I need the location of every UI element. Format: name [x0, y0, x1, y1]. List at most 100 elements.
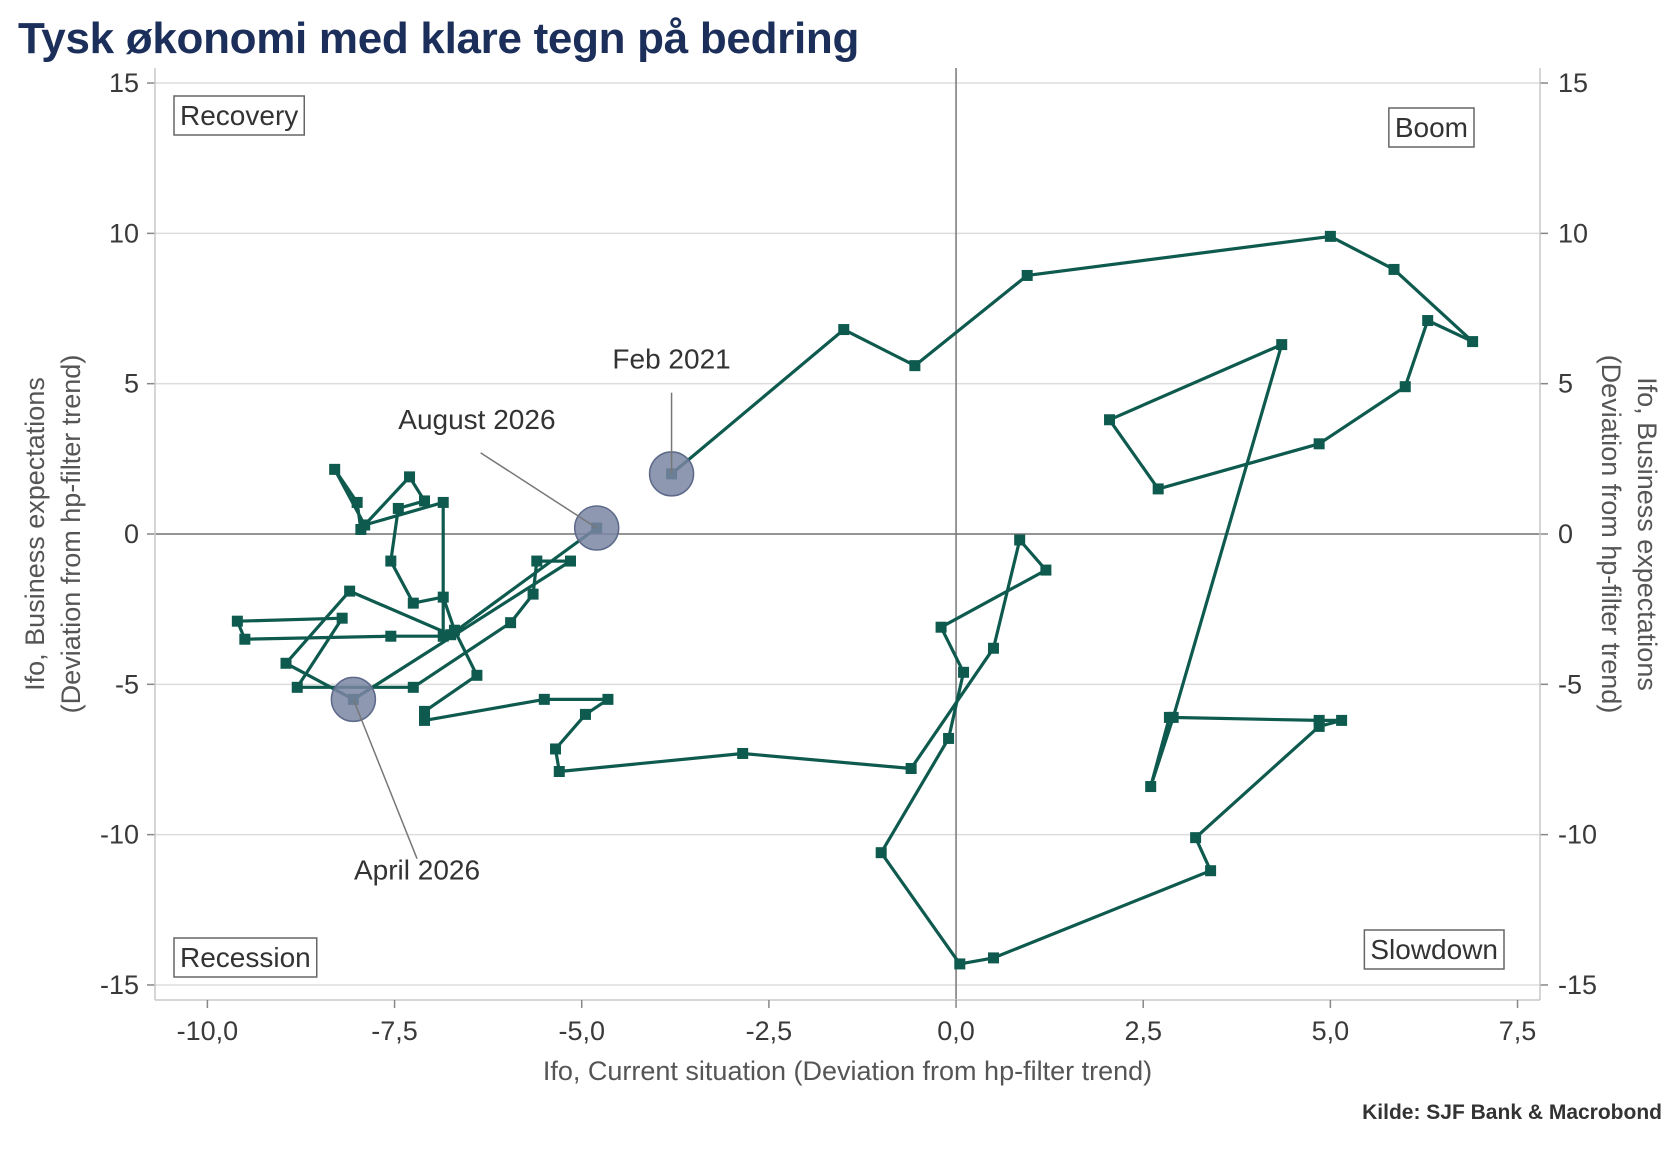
annotation-label: August 2026 — [398, 404, 555, 435]
y-tick-label-left: -10 — [100, 820, 139, 850]
data-point — [550, 743, 562, 755]
data-point — [1163, 711, 1175, 723]
data-point — [602, 693, 614, 705]
y-axis-title-left-line1: Ifo, Business expectations — [20, 377, 50, 691]
data-point — [527, 588, 539, 600]
data-point — [1467, 336, 1479, 348]
x-tick-label: -10,0 — [177, 1016, 239, 1046]
y-tick-label-right: 5 — [1558, 369, 1573, 399]
y-tick-label-left: 5 — [124, 369, 139, 399]
y-tick-label-left: 10 — [109, 218, 139, 248]
annotation-leader — [480, 452, 598, 529]
data-point — [1399, 381, 1411, 393]
data-point — [935, 621, 947, 633]
reference-lines — [155, 68, 1540, 1000]
x-tick-label: -5,0 — [558, 1016, 605, 1046]
data-point — [280, 657, 292, 669]
y-tick-label-left: -15 — [100, 970, 139, 1000]
data-point — [445, 629, 457, 641]
y-tick-label-left: 0 — [124, 519, 139, 549]
data-point — [565, 555, 576, 567]
y-tick-label-right: 10 — [1558, 218, 1588, 248]
data-point — [437, 630, 449, 642]
quadrant-label-boom-box — [1388, 107, 1475, 148]
y-tick-label-right: 0 — [1558, 519, 1573, 549]
data-point — [437, 591, 449, 603]
data-point — [531, 555, 543, 567]
data-point — [1336, 714, 1348, 726]
axes: -15 -15 -10 -10 -5 -5 0 0 5 5 10 10 15 15 -10,0 -7,5 -5,… — [20, 68, 1662, 1086]
data-point — [987, 952, 999, 964]
quadrant-label-recovery-box — [173, 95, 306, 136]
annotation-label: Feb 2021 — [612, 344, 730, 375]
data-point — [336, 612, 348, 624]
data-point — [1313, 720, 1325, 732]
data-point — [404, 471, 416, 483]
quadrant-label-recession-text: Recession — [180, 942, 311, 973]
y-tick-label-right: -15 — [1558, 970, 1597, 1000]
data-point — [471, 669, 483, 681]
data-point — [385, 555, 397, 567]
data-point — [419, 705, 431, 717]
data-point — [538, 693, 550, 705]
quadrant-label-slowdown: Slowdown — [1363, 929, 1505, 970]
y-tick-label-left: -5 — [115, 669, 139, 699]
data-point — [385, 630, 397, 642]
y-axis-title-left-line2: (Deviation from hp-filter trend) — [56, 355, 86, 714]
quadrant-label-boom: Boom — [1388, 107, 1475, 148]
y-tick-label-right: 15 — [1558, 68, 1588, 98]
y-axis-title-right-line1: Ifo, Business expectations — [1632, 377, 1662, 691]
x-tick-label: -7,5 — [371, 1016, 418, 1046]
data-point — [407, 681, 419, 693]
data-point — [838, 324, 850, 336]
quadrant-label-boom-text: Boom — [1395, 112, 1468, 143]
y-tick-label-right: -10 — [1558, 820, 1597, 850]
data-point — [359, 519, 371, 531]
data-point — [392, 502, 404, 514]
data-point — [291, 681, 303, 693]
data-point — [909, 360, 921, 372]
data-point — [1152, 483, 1164, 495]
data-point — [737, 747, 749, 759]
data-point — [1422, 315, 1434, 327]
data-point — [1021, 269, 1033, 281]
data-point — [1276, 339, 1288, 351]
data-point — [419, 714, 431, 726]
chart-title: Tysk økonomi med klare tegn på bedring — [18, 14, 860, 63]
data-point — [419, 495, 431, 507]
data-point — [351, 496, 363, 508]
data-point — [1313, 438, 1325, 450]
x-tick-label: 5,0 — [1312, 1016, 1350, 1046]
data-point — [954, 958, 966, 970]
data-point — [1205, 865, 1217, 877]
quadrant-label-slowdown-box — [1363, 929, 1505, 970]
quadrant-label-recession-box — [173, 937, 318, 978]
annotation-label: April 2026 — [354, 855, 480, 886]
data-point — [1014, 534, 1026, 546]
data-point — [239, 633, 251, 645]
data-point — [1040, 564, 1052, 576]
data-point — [943, 732, 955, 744]
data-point — [437, 496, 449, 508]
source-note: Kilde: SJF Bank & Macrobond — [1362, 1101, 1662, 1124]
y-tick-label-left: 15 — [109, 68, 139, 98]
data-point — [875, 847, 887, 859]
data-point — [344, 585, 356, 597]
data-point — [987, 642, 999, 654]
data-point — [905, 763, 917, 775]
y-tick-label-right: -5 — [1558, 669, 1582, 699]
data-point — [553, 766, 565, 778]
data-point — [1324, 230, 1336, 242]
quadrant-labels: Recovery Boom Recession Slowdown — [173, 95, 1505, 978]
data-point — [407, 597, 419, 609]
data-point — [231, 615, 243, 627]
annotation-leader — [352, 699, 418, 859]
data-point — [958, 666, 970, 678]
data-point — [1145, 781, 1157, 793]
data-point — [329, 463, 341, 475]
quadrant-label-recovery-text: Recovery — [180, 100, 298, 131]
x-tick-label: 7,5 — [1499, 1016, 1537, 1046]
data-point — [505, 617, 517, 629]
series-layer — [231, 230, 1479, 970]
